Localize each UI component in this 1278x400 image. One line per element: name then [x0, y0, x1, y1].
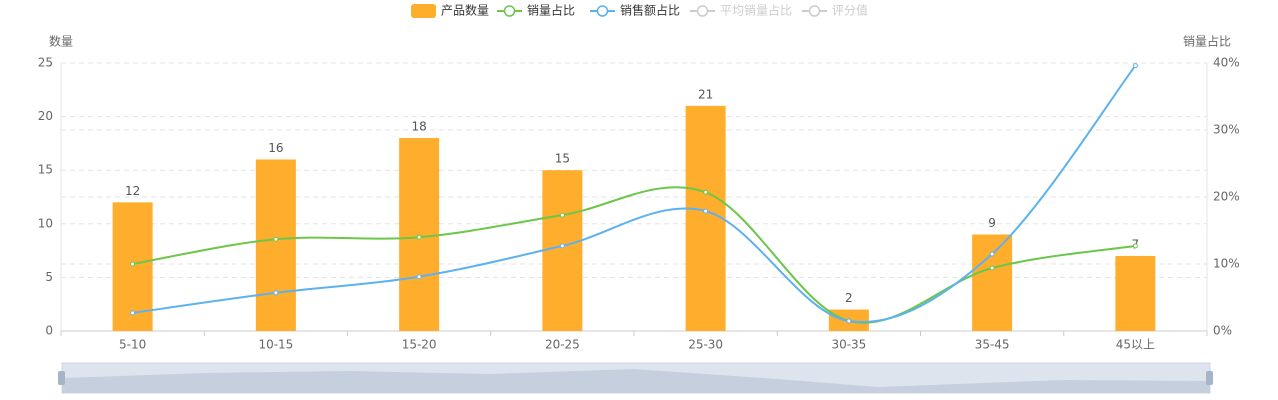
y2-tick-label: 0%: [1213, 324, 1232, 338]
line: [132, 186, 1136, 324]
bar: [972, 234, 1013, 331]
line-point: [989, 265, 995, 271]
bar: [255, 159, 296, 331]
bar: [542, 170, 583, 331]
legend-swatch: [808, 5, 821, 17]
bar: [399, 138, 440, 331]
zoom-handle[interactable]: [58, 371, 65, 385]
line-point: [846, 318, 852, 324]
x-tick-label: 45以上: [1116, 338, 1155, 352]
y2-tick-label: 20%: [1213, 190, 1240, 204]
x-tick-label: 30-35: [831, 338, 866, 352]
zoom-window[interactable]: [62, 363, 1210, 393]
bar: [1115, 255, 1156, 331]
y-axis-label: 数量: [49, 34, 73, 49]
legend-label[interactable]: 评分值: [832, 3, 868, 18]
zoom-handle[interactable]: [1206, 371, 1213, 385]
line-point: [559, 243, 565, 249]
line-point: [130, 261, 136, 267]
legend-swatch: [596, 5, 609, 17]
line-point: [703, 208, 709, 214]
line-point: [703, 189, 709, 195]
line-point: [273, 236, 279, 242]
x-tick-label: 25-30: [688, 338, 723, 352]
line-point: [1132, 63, 1138, 69]
y-tick-label: 10: [38, 216, 53, 230]
legend-label[interactable]: 销量占比: [527, 3, 575, 18]
legend-swatch: [503, 5, 516, 17]
bar-value-label: 15: [555, 152, 570, 166]
y-tick-label: 0: [45, 324, 53, 338]
bar: [112, 202, 153, 331]
legend-label[interactable]: 产品数量: [441, 3, 489, 18]
line-point: [130, 310, 136, 316]
legend-label[interactable]: 销售额占比: [620, 3, 680, 18]
x-tick-label: 5-10: [119, 338, 146, 352]
line-point: [559, 212, 565, 218]
line-point: [416, 274, 422, 280]
line-point: [1132, 243, 1138, 249]
legend-label[interactable]: 平均销量占比: [720, 3, 792, 18]
y-tick-label: 25: [38, 56, 53, 70]
y-tick-label: 5: [45, 270, 53, 284]
data-zoom[interactable]: [58, 362, 1213, 394]
bar-value-label: 12: [125, 184, 140, 198]
bar-value-label: 21: [698, 87, 713, 101]
y-tick-label: 20: [38, 109, 53, 123]
x-tick-label: 15-20: [402, 338, 437, 352]
line-point: [273, 290, 279, 296]
y-tick-label: 15: [38, 163, 53, 177]
bar-value-label: 2: [845, 291, 853, 305]
bar-value-label: 16: [268, 141, 283, 155]
y2-tick-label: 40%: [1213, 56, 1240, 70]
legend-swatch: [696, 5, 709, 17]
legend-swatch: [411, 4, 436, 18]
x-tick-label: 20-25: [545, 338, 580, 352]
y2-tick-label: 30%: [1213, 123, 1240, 137]
bar-value-label: 9: [988, 216, 996, 230]
y2-axis-label: 销量占比: [1183, 34, 1231, 49]
x-tick-label: 10-15: [258, 338, 293, 352]
line-point: [416, 234, 422, 240]
zoom-preview: [62, 369, 1210, 393]
y2-tick-label: 10%: [1213, 257, 1240, 271]
bar: [685, 105, 726, 331]
line-point: [989, 251, 995, 257]
bar-value-label: 18: [411, 120, 426, 134]
x-tick-label: 35-45: [975, 338, 1010, 352]
